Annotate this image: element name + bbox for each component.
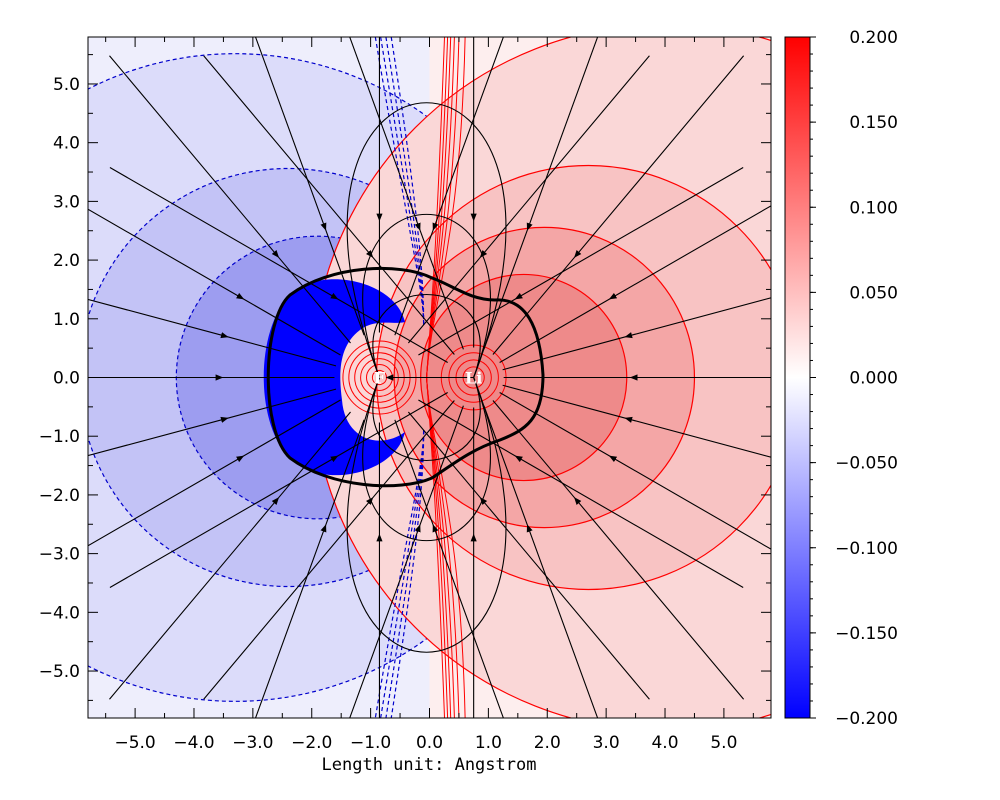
field-line (502, 297, 771, 371)
colorbar-tick-label: −0.050 (835, 454, 898, 474)
y-tick-label: −2.0 (39, 486, 80, 506)
y-tick-label: −4.0 (39, 603, 80, 623)
field-line (254, 419, 365, 718)
field-line (499, 392, 771, 550)
field-line (349, 405, 464, 718)
field-line (203, 400, 455, 700)
field-line (349, 37, 464, 350)
x-tick-label: −2.0 (291, 733, 332, 753)
y-tick-label: 5.0 (53, 75, 80, 95)
colorbar: 0.200 0.150 0.100 0.050 0.000 −0.050 −0.100 −0.… (784, 28, 898, 729)
y-tick-label: 4.0 (53, 134, 80, 154)
x-tick-label: −3.0 (232, 733, 273, 753)
colorbar-tick-label: 0.150 (849, 113, 898, 133)
field-line (362, 214, 491, 378)
x-tick-label: −4.0 (173, 733, 214, 753)
x-tick-label: 0.0 (416, 733, 443, 753)
colorbar-ticks: 0.200 0.150 0.100 0.050 0.000 −0.050 −0.100 −0.… (810, 28, 898, 729)
field-line (372, 294, 481, 378)
field-line (88, 388, 337, 457)
field-line (418, 167, 744, 356)
field-line (254, 37, 365, 336)
y-tick-label: 2.0 (53, 251, 80, 271)
field-line (346, 377, 507, 653)
field-line (418, 399, 744, 588)
x-tick-label: −1.0 (350, 733, 391, 753)
field-lines (88, 37, 771, 718)
colorbar-gradient (784, 36, 811, 719)
field-line (109, 411, 351, 700)
x-tick-label: 3.0 (593, 733, 620, 753)
field-line (88, 298, 337, 367)
atom-label: F (374, 369, 386, 388)
colorbar-tick-label: −0.200 (835, 709, 898, 729)
field-line (394, 37, 504, 336)
atom-label: Li (465, 369, 482, 388)
colorbar-tick-label: −0.100 (835, 539, 898, 559)
field-line (109, 55, 351, 344)
x-tick-label: 5.0 (710, 733, 737, 753)
y-tick-label: 1.0 (53, 310, 80, 330)
colorbar-tick-label: 0.050 (849, 283, 898, 303)
x-tick-label: 2.0 (534, 733, 561, 753)
contour-line (374, 37, 425, 718)
field-line (407, 55, 650, 344)
field-line (483, 405, 599, 718)
y-tick-label: 3.0 (53, 192, 80, 212)
x-tick-label: 1.0 (475, 733, 502, 753)
y-tick-label: −1.0 (39, 427, 80, 447)
field-line (88, 399, 341, 547)
y-tick-label: 0.0 (53, 369, 80, 389)
colorbar-tick-label: −0.150 (835, 624, 898, 644)
field-line (362, 377, 491, 541)
atoms: F Li (374, 369, 483, 388)
axes: −5.0 −4.0 −3.0 −2.0 −1.0 0.0 1.0 2.0 3.0 4.0 5.0 5.… (39, 37, 771, 753)
field-line (502, 384, 771, 458)
molecular-surface-contour (266, 266, 545, 488)
y-tick-label: −5.0 (39, 662, 80, 682)
field-line (346, 102, 507, 378)
field-line (109, 392, 448, 588)
field-line (88, 208, 341, 356)
colorbar-tick-label: 0.100 (849, 198, 898, 218)
field-line (407, 411, 650, 700)
colorbar-tick-label: 0.000 (849, 369, 898, 389)
x-tick-label: 4.0 (651, 733, 678, 753)
field-line (492, 400, 745, 700)
field-line (372, 377, 481, 461)
x-axis-label: Length unit: Angstrom (322, 755, 537, 775)
y-tick-label: −3.0 (39, 545, 80, 565)
field-line (492, 55, 745, 355)
x-tick-label: −5.0 (114, 733, 155, 753)
colorbar-tick-label: 0.200 (849, 28, 898, 48)
